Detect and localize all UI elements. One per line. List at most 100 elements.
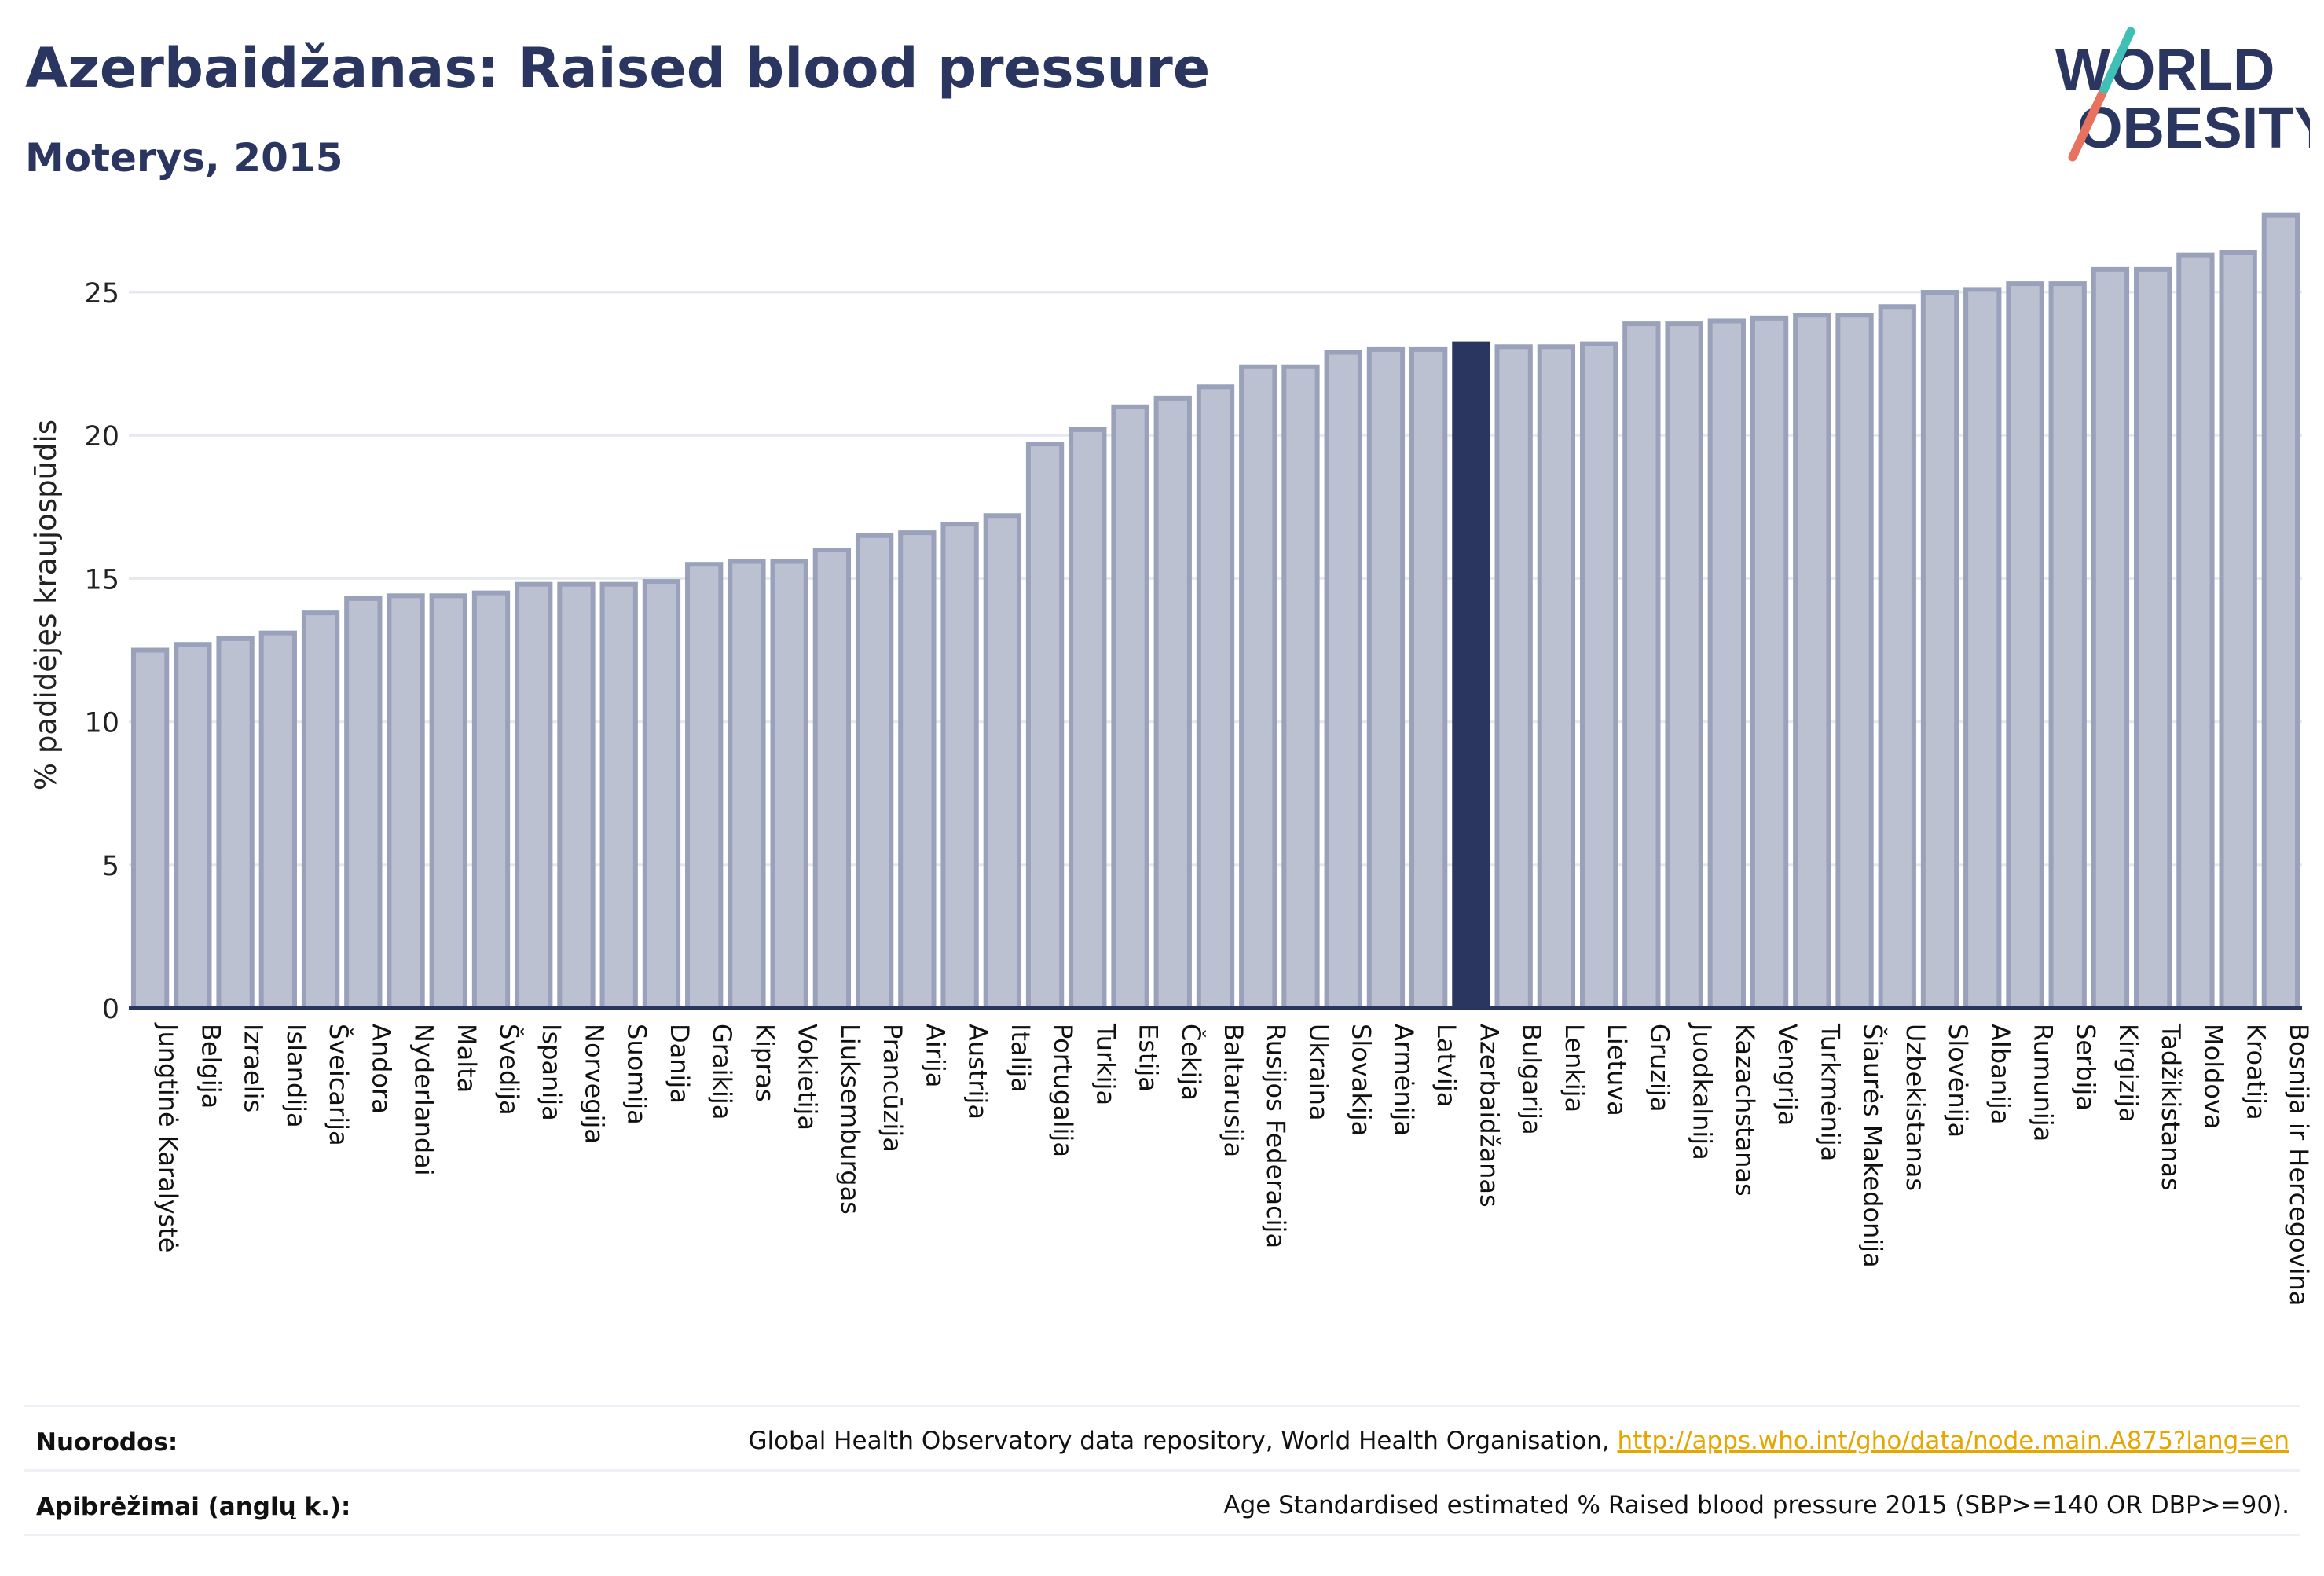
sources-link[interactable]: http://apps.who.int/gho/data/node.main.A… <box>1617 1427 2289 1455</box>
bar <box>1366 346 1406 1010</box>
bar <box>557 581 596 1010</box>
bar <box>2219 250 2257 1010</box>
bar <box>2176 252 2215 1010</box>
x-tick-label: Lietuva <box>1602 1024 1632 1116</box>
x-tick-label: Rusijos Federacija <box>1261 1024 1291 1248</box>
bar <box>1707 318 1746 1010</box>
x-tick-label: Norvegija <box>579 1024 609 1144</box>
x-tick-label: Kazachstanas <box>1730 1024 1760 1197</box>
bar <box>1324 350 1362 1010</box>
y-axis-label: % padidėjęs kraujospūdis <box>29 420 63 790</box>
bar <box>258 630 297 1010</box>
x-tick-label: Graikija <box>707 1024 737 1120</box>
x-tick-label: Estija <box>1134 1024 1164 1092</box>
bar <box>1793 313 1831 1010</box>
x-tick-label: Juodkalnija <box>1688 1022 1717 1160</box>
x-tick-label: Azerbaidžanas <box>1474 1024 1504 1208</box>
bar <box>216 636 255 1010</box>
x-tick-label: Baltarusija <box>1219 1024 1248 1157</box>
bar <box>599 581 638 1010</box>
bar <box>130 647 170 1011</box>
x-tick-label: Italija <box>1006 1024 1036 1093</box>
bar <box>2048 281 2087 1011</box>
sources-description: Global Health Observatory data repositor… <box>748 1427 1618 1455</box>
y-tick-label: 0 <box>102 994 119 1025</box>
x-tick-label: Bulgarija <box>1517 1024 1547 1135</box>
x-tick-label: Bosnija ir Hercegovina <box>2284 1024 2314 1306</box>
x-tick-labels: Jungtinė Karalystė Belgija Izraelis Islandi… <box>153 1022 2314 1306</box>
y-tick-label: 25 <box>84 278 119 310</box>
bar <box>387 593 425 1010</box>
x-tick-label: Suomija <box>622 1024 652 1125</box>
x-tick-label: Albanija <box>1985 1024 2015 1124</box>
bar <box>1622 321 1661 1010</box>
bar <box>471 590 511 1010</box>
bar <box>174 642 212 1010</box>
y-tick-label: 20 <box>84 421 119 453</box>
x-tick-label: Jungtinė Karalystė <box>153 1022 183 1252</box>
x-tick-label: Kipras <box>750 1024 779 1102</box>
bar <box>685 562 724 1010</box>
bar <box>1239 364 1277 1010</box>
bar <box>812 547 852 1010</box>
bar <box>642 579 681 1010</box>
x-tick-label: Ispanija <box>537 1024 566 1121</box>
definitions-text: Age Standardised estimated % Raised bloo… <box>1223 1491 2289 1519</box>
x-tick-label: Turkija <box>1091 1023 1120 1105</box>
bar <box>1750 315 1789 1010</box>
x-tick-label: Slovėnija <box>1943 1024 1973 1138</box>
bar <box>429 593 467 1010</box>
x-tick-label: Nyderlandai <box>409 1024 439 1176</box>
x-tick-label: Kroatija <box>2242 1024 2271 1120</box>
bar-layer <box>129 212 2302 1011</box>
bar-highlighted <box>1452 341 1490 1010</box>
bar <box>1111 404 1149 1010</box>
bar-chart: 0 5 10 15 20 25 Jungtinė Karalystė Belgija Izra… <box>29 212 2314 1306</box>
x-tick-label: Airija <box>920 1024 950 1087</box>
bar <box>2261 212 2300 1011</box>
bar <box>728 559 766 1010</box>
bar <box>1409 346 1448 1010</box>
bar <box>1665 321 1703 1010</box>
x-tick-label: Armėnija <box>1389 1024 1419 1136</box>
bar <box>515 581 553 1010</box>
x-tick-label: Lenkija <box>1560 1024 1589 1112</box>
bar <box>1963 287 2002 1010</box>
sources-text: Global Health Observatory data repositor… <box>748 1427 2289 1455</box>
x-tick-label: Latvija <box>1431 1024 1461 1107</box>
logo-text-obesity: OBESITY <box>2077 95 2310 160</box>
bar <box>898 530 937 1010</box>
y-tick-labels: 0 5 10 15 20 25 <box>84 278 119 1025</box>
logo-slash-teal <box>2099 27 2135 94</box>
x-tick-label: Gruzija <box>1644 1024 1674 1112</box>
x-tick-label: Slovakija <box>1347 1024 1376 1136</box>
x-tick-label: Vokietija <box>793 1024 823 1131</box>
x-tick-label: Kirgizija <box>2113 1024 2143 1123</box>
x-tick-label: Vengrija <box>1772 1024 1802 1126</box>
x-tick-label: Austrija <box>963 1024 993 1120</box>
bar <box>1878 304 1916 1010</box>
bar <box>1025 442 1065 1010</box>
bar <box>1153 395 1192 1010</box>
x-tick-label: Danija <box>665 1024 695 1104</box>
bar <box>1920 290 1959 1011</box>
bar <box>1196 384 1235 1010</box>
bar <box>2091 266 2130 1010</box>
y-tick-label: 10 <box>84 708 119 739</box>
definitions-label: Apibrėžimai (anglų k.): <box>36 1493 351 1521</box>
bar <box>1537 344 1576 1011</box>
bar <box>855 533 894 1010</box>
footer-divider <box>24 1405 2300 1407</box>
x-tick-label: Andora <box>366 1024 396 1114</box>
bar <box>2134 266 2172 1010</box>
logo-text-world: WORLD <box>2055 37 2275 102</box>
bar <box>1835 313 1874 1010</box>
bar <box>1494 344 1533 1011</box>
x-tick-label: Tadžikistanas <box>2156 1023 2186 1191</box>
x-tick-label: Uzbekistanas <box>1901 1024 1930 1191</box>
x-tick-label: Turkmėnija <box>1815 1023 1845 1161</box>
x-tick-label: Liuksemburgas <box>835 1024 865 1215</box>
x-tick-label: Islandija <box>281 1024 311 1128</box>
x-tick-label: Portugalija <box>1048 1024 1078 1157</box>
footer-divider <box>24 1534 2300 1536</box>
